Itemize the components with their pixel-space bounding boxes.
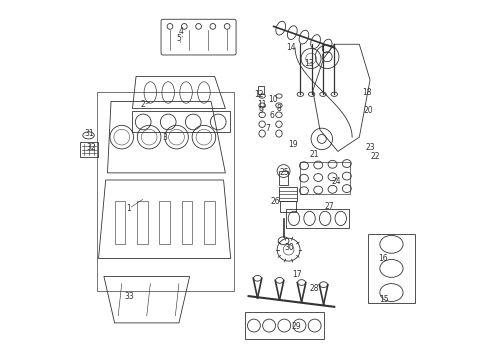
- Bar: [159, 202, 170, 244]
- Text: 14: 14: [287, 43, 296, 52]
- Bar: [258, 86, 264, 94]
- Text: 20: 20: [364, 106, 373, 115]
- Text: 17: 17: [292, 270, 302, 279]
- Bar: [286, 208, 348, 228]
- Text: 23: 23: [365, 143, 375, 152]
- Bar: [182, 202, 192, 244]
- Bar: [80, 143, 98, 157]
- Text: 8: 8: [276, 104, 281, 113]
- Text: 25: 25: [279, 168, 289, 177]
- Text: 33: 33: [124, 292, 134, 301]
- Text: 16: 16: [378, 254, 387, 263]
- Bar: [300, 162, 350, 194]
- Text: 11: 11: [257, 100, 267, 109]
- Text: 12: 12: [254, 90, 263, 99]
- Text: 21: 21: [310, 150, 319, 159]
- Text: 30: 30: [285, 243, 294, 252]
- Text: 15: 15: [379, 295, 389, 304]
- Text: 1: 1: [126, 204, 131, 213]
- Text: 32: 32: [87, 143, 96, 152]
- Text: 28: 28: [310, 284, 319, 293]
- Text: 3: 3: [162, 132, 167, 141]
- Text: 19: 19: [289, 140, 298, 149]
- Bar: [280, 202, 296, 212]
- Text: 6: 6: [270, 111, 274, 120]
- Text: 13: 13: [304, 59, 314, 68]
- Bar: [279, 187, 297, 202]
- Text: 2: 2: [141, 100, 146, 109]
- Bar: [115, 202, 125, 244]
- Text: 22: 22: [370, 152, 380, 161]
- Text: 26: 26: [270, 197, 280, 206]
- Text: 18: 18: [362, 88, 371, 97]
- Bar: [97, 93, 234, 291]
- Text: 7: 7: [266, 124, 270, 133]
- Text: 9: 9: [259, 106, 264, 115]
- Bar: [279, 171, 288, 185]
- Bar: [368, 234, 415, 303]
- Bar: [137, 202, 147, 244]
- Text: 10: 10: [268, 95, 278, 104]
- Text: 5: 5: [176, 35, 181, 44]
- Text: 27: 27: [324, 202, 334, 211]
- Text: 29: 29: [292, 322, 302, 331]
- Text: 4: 4: [178, 27, 183, 36]
- Text: 31: 31: [85, 129, 95, 138]
- Bar: [245, 312, 323, 339]
- Bar: [204, 202, 215, 244]
- Text: 24: 24: [331, 177, 341, 186]
